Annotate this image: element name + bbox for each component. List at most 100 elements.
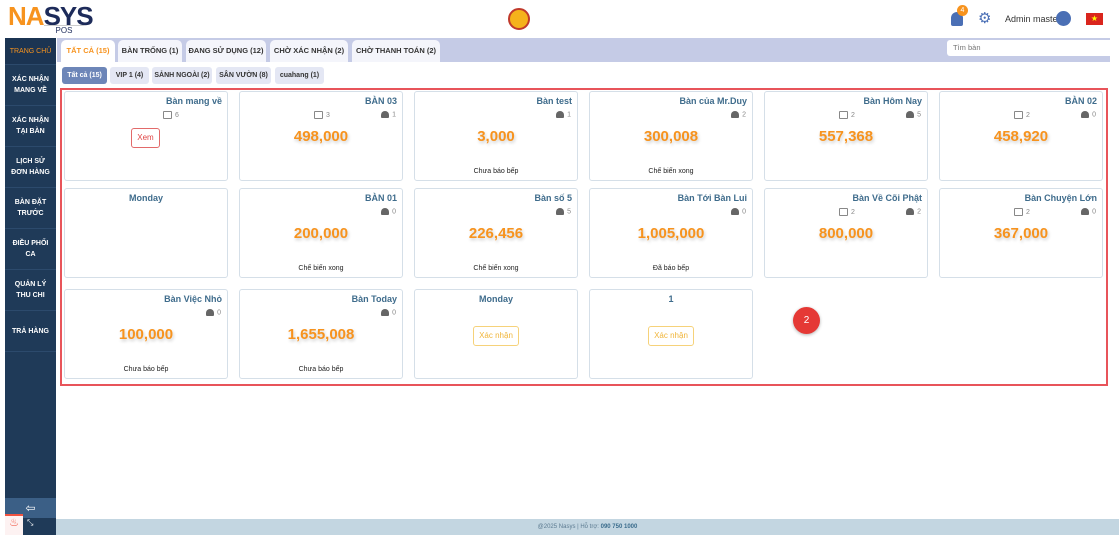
area-tab[interactable]: SÂN VƯỜN (8) xyxy=(216,67,271,84)
table-card[interactable]: BÀN 01 0 200,000 Chế biến xong xyxy=(239,188,403,278)
order-count-value: 2 xyxy=(851,111,855,119)
table-card[interactable]: Bàn của Mr.Duy 2 300,008 Chế biến xong xyxy=(589,91,753,181)
guest-count-value: 0 xyxy=(392,208,396,216)
table-amount: 100,000 xyxy=(118,326,174,343)
table-amount: 1,655,008 xyxy=(287,326,355,343)
guest-count: 1 xyxy=(556,111,571,118)
logo[interactable]: NASYS xyxy=(8,1,94,31)
table-amount: 226,456 xyxy=(468,225,524,242)
guest-count-value: 2 xyxy=(742,111,746,119)
table-name: Bàn mang về xyxy=(165,96,222,106)
sidebar-item[interactable]: BÀN ĐẶT TRƯỚC xyxy=(5,188,56,229)
table-grid-highlight xyxy=(60,88,1108,386)
table-amount: 367,000 xyxy=(993,225,1049,242)
table-card[interactable]: Bàn mang về 6 Xem xyxy=(64,91,228,181)
sidebar-item[interactable]: TRẢ HÀNG xyxy=(5,311,56,352)
status-tab[interactable]: CHỜ XÁC NHẬN (2) xyxy=(270,40,348,62)
table-name: Bàn Chuyện Lớn xyxy=(1024,193,1097,203)
kitchen-status: Chưa báo bếp xyxy=(473,168,519,175)
guest-count: 0 xyxy=(731,208,746,215)
table-card[interactable]: 1 Xác nhận xyxy=(589,289,753,379)
sidebar-item[interactable]: LỊCH SỬ ĐƠN HÀNG xyxy=(5,147,56,188)
status-tab[interactable]: TẤT CẢ (15) xyxy=(61,40,115,62)
area-tab[interactable]: VIP 1 (4) xyxy=(110,67,149,84)
order-count: 2 xyxy=(1014,208,1030,216)
person-icon xyxy=(556,208,565,215)
table-card[interactable]: Monday xyxy=(64,188,228,278)
guest-count: 5 xyxy=(906,111,921,118)
sidebar-item[interactable]: XÁC NHẬN TẠI BÀN xyxy=(5,106,56,147)
table-name: Monday xyxy=(478,294,513,304)
debug-bar-icon[interactable]: ♨ xyxy=(5,514,23,535)
table-name: Monday xyxy=(128,193,163,203)
table-name: Bàn Việc Nhỏ xyxy=(164,294,222,304)
table-card[interactable]: Bàn Hôm Nay 2 5 557,368 xyxy=(764,91,928,181)
table-amount: 458,920 xyxy=(993,128,1049,145)
area-tab[interactable]: cuahang (1) xyxy=(275,67,324,84)
guest-count-value: 5 xyxy=(917,111,921,119)
fullscreen-icon[interactable]: ⤡ xyxy=(27,518,34,527)
table-name: Bàn test xyxy=(536,96,572,106)
table-name: Bàn của Mr.Duy xyxy=(679,96,747,106)
area-tab[interactable]: Tất cả (15) xyxy=(62,67,107,84)
guest-count-value: 1 xyxy=(567,111,571,119)
person-icon xyxy=(381,309,390,316)
table-card[interactable]: Bàn Việc Nhỏ 0 100,000 Chưa báo bếp xyxy=(64,289,228,379)
sidebar-item[interactable]: XÁC NHẬN MANG VỀ xyxy=(5,65,56,106)
guest-count: 2 xyxy=(731,111,746,118)
person-icon xyxy=(1081,111,1090,118)
table-card[interactable]: BÀN 02 2 0 458,920 xyxy=(939,91,1103,181)
order-count: 2 xyxy=(839,111,855,119)
status-tab[interactable]: BÀN TRỐNG (1) xyxy=(118,40,182,62)
guest-count: 1 xyxy=(381,111,396,118)
view-button[interactable]: Xem xyxy=(131,128,160,148)
table-card[interactable]: Bàn Today 0 1,655,008 Chưa báo bếp xyxy=(239,289,403,379)
search-table-input[interactable] xyxy=(947,40,1115,56)
guest-count-value: 2 xyxy=(917,208,921,216)
table-name: Bàn Hôm Nay xyxy=(863,96,922,106)
table-name: 1 xyxy=(668,294,674,304)
user-name[interactable]: Admin master xyxy=(1005,14,1061,24)
sidebar-item[interactable]: TRANG CHỦ xyxy=(5,38,56,65)
support-phone: 090 750 1000 xyxy=(600,524,638,530)
guest-count-value: 0 xyxy=(217,309,221,317)
brand-emblem-icon xyxy=(508,8,530,30)
table-card[interactable]: Monday Xác nhận xyxy=(414,289,578,379)
gear-icon[interactable]: ⚙ xyxy=(978,10,992,27)
person-icon xyxy=(1081,208,1090,215)
order-count-value: 2 xyxy=(1026,208,1030,216)
confirm-button[interactable]: Xác nhận xyxy=(648,326,694,346)
guest-count-value: 0 xyxy=(392,309,396,317)
guest-count-value: 0 xyxy=(742,208,746,216)
sidebar-item[interactable]: QUẢN LÝ THU CHI xyxy=(5,270,56,311)
table-card[interactable]: Bàn Tới Bàn Lui 0 1,005,000 Đã báo bếp xyxy=(589,188,753,278)
sidebar: TRANG CHỦ XÁC NHẬN MANG VỀ XÁC NHẬN TẠI BÀ… xyxy=(5,38,56,535)
status-tab[interactable]: ĐANG SỬ DỤNG (12) xyxy=(186,40,266,62)
confirm-button[interactable]: Xác nhận xyxy=(473,326,519,346)
guest-count: 0 xyxy=(1081,208,1096,215)
receipt-icon xyxy=(314,111,323,119)
table-card[interactable]: Bàn Về Cõi Phật 2 2 800,000 xyxy=(764,188,928,278)
person-icon xyxy=(556,111,565,118)
notification-badge: 4 xyxy=(957,5,968,16)
table-card[interactable]: Bàn test 1 3,000 Chưa báo bếp xyxy=(414,91,578,181)
guest-count-value: 1 xyxy=(392,111,396,119)
kitchen-status: Chế biến xong xyxy=(648,168,694,175)
status-tab[interactable]: CHỜ THANH TOÁN (2) xyxy=(352,40,440,62)
guest-count: 0 xyxy=(1081,111,1096,118)
sidebar-item[interactable]: ĐIỀU PHỐI CA xyxy=(5,229,56,270)
user-avatar-icon[interactable] xyxy=(1056,11,1071,26)
person-icon xyxy=(731,111,740,118)
table-card[interactable]: Bàn Chuyện Lớn 2 0 367,000 xyxy=(939,188,1103,278)
kitchen-status: Chưa báo bếp xyxy=(123,366,169,373)
area-tab[interactable]: SẢNH NGOÀI (2) xyxy=(152,67,212,84)
table-card[interactable]: Bàn số 5 5 226,456 Chế biến xong xyxy=(414,188,578,278)
table-amount: 557,368 xyxy=(818,128,874,145)
vietnam-flag-icon[interactable]: ★ xyxy=(1086,13,1103,25)
receipt-icon xyxy=(839,208,848,216)
table-name: Bàn Về Cõi Phật xyxy=(852,193,922,203)
receipt-icon xyxy=(1014,111,1023,119)
guest-count: 0 xyxy=(381,208,396,215)
table-card[interactable]: BÀN 03 3 1 498,000 xyxy=(239,91,403,181)
collapse-sidebar-icon[interactable]: ⇦ xyxy=(5,498,56,518)
